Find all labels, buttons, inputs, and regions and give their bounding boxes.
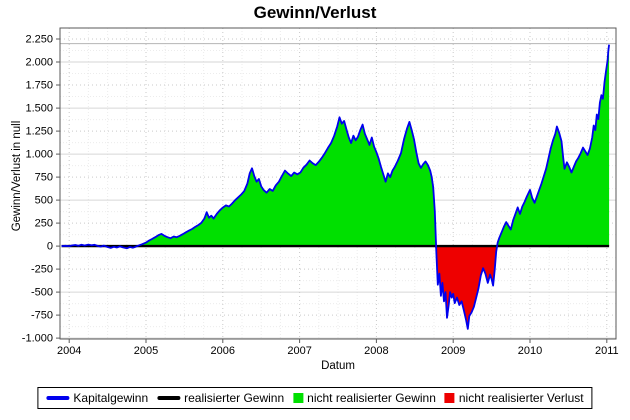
legend-item-kapitalgewinn: Kapitalgewinn (46, 391, 148, 405)
svg-text:750: 750 (35, 172, 53, 184)
legend-label: Kapitalgewinn (73, 391, 149, 405)
svg-text:2005: 2005 (134, 345, 158, 357)
svg-text:2010: 2010 (518, 345, 542, 357)
svg-text:1.250: 1.250 (25, 126, 53, 138)
svg-text:1.750: 1.750 (25, 80, 53, 92)
svg-text:2007: 2007 (287, 345, 311, 357)
realisierter-gewinn-line-swatch (157, 396, 181, 400)
svg-text:250: 250 (35, 218, 53, 230)
legend: Kapitalgewinn realisierter Gewinn nicht … (37, 387, 593, 409)
svg-text:2.250: 2.250 (25, 34, 53, 46)
svg-text:2009: 2009 (441, 345, 465, 357)
svg-text:2.000: 2.000 (25, 57, 53, 69)
svg-text:2011: 2011 (595, 345, 619, 357)
svg-text:2008: 2008 (364, 345, 388, 357)
y-axis-label: Gewinn/Verlust in null (11, 120, 23, 232)
svg-text:1.000: 1.000 (25, 149, 53, 161)
legend-label: nicht realisierter Verlust (458, 391, 584, 405)
svg-text:2004: 2004 (57, 345, 81, 357)
nicht-realisierter-gewinn-square-swatch (293, 393, 304, 403)
svg-text:0: 0 (47, 241, 53, 253)
svg-text:-500: -500 (31, 287, 53, 299)
x-axis-label: Datum (321, 360, 355, 372)
kapitalgewinn-line-swatch (46, 396, 70, 400)
legend-label: realisierter Gewinn (184, 391, 285, 405)
svg-text:2006: 2006 (211, 345, 235, 357)
legend-item-nicht-realisierter-verlust: nicht realisierter Verlust (444, 391, 584, 405)
svg-text:1.500: 1.500 (25, 103, 53, 115)
legend-label: nicht realisierter Gewinn (307, 391, 436, 405)
nicht-realisierter-verlust-square-swatch (444, 393, 455, 403)
svg-text:-250: -250 (31, 264, 53, 276)
legend-item-realisierter-gewinn: realisierter Gewinn (157, 391, 284, 405)
svg-text:-1.000: -1.000 (22, 333, 53, 345)
legend-item-nicht-realisierter-gewinn: nicht realisierter Gewinn (293, 391, 436, 405)
chart-title: Gewinn/Verlust (253, 3, 377, 22)
svg-text:-750: -750 (31, 310, 53, 322)
svg-text:500: 500 (35, 195, 53, 207)
